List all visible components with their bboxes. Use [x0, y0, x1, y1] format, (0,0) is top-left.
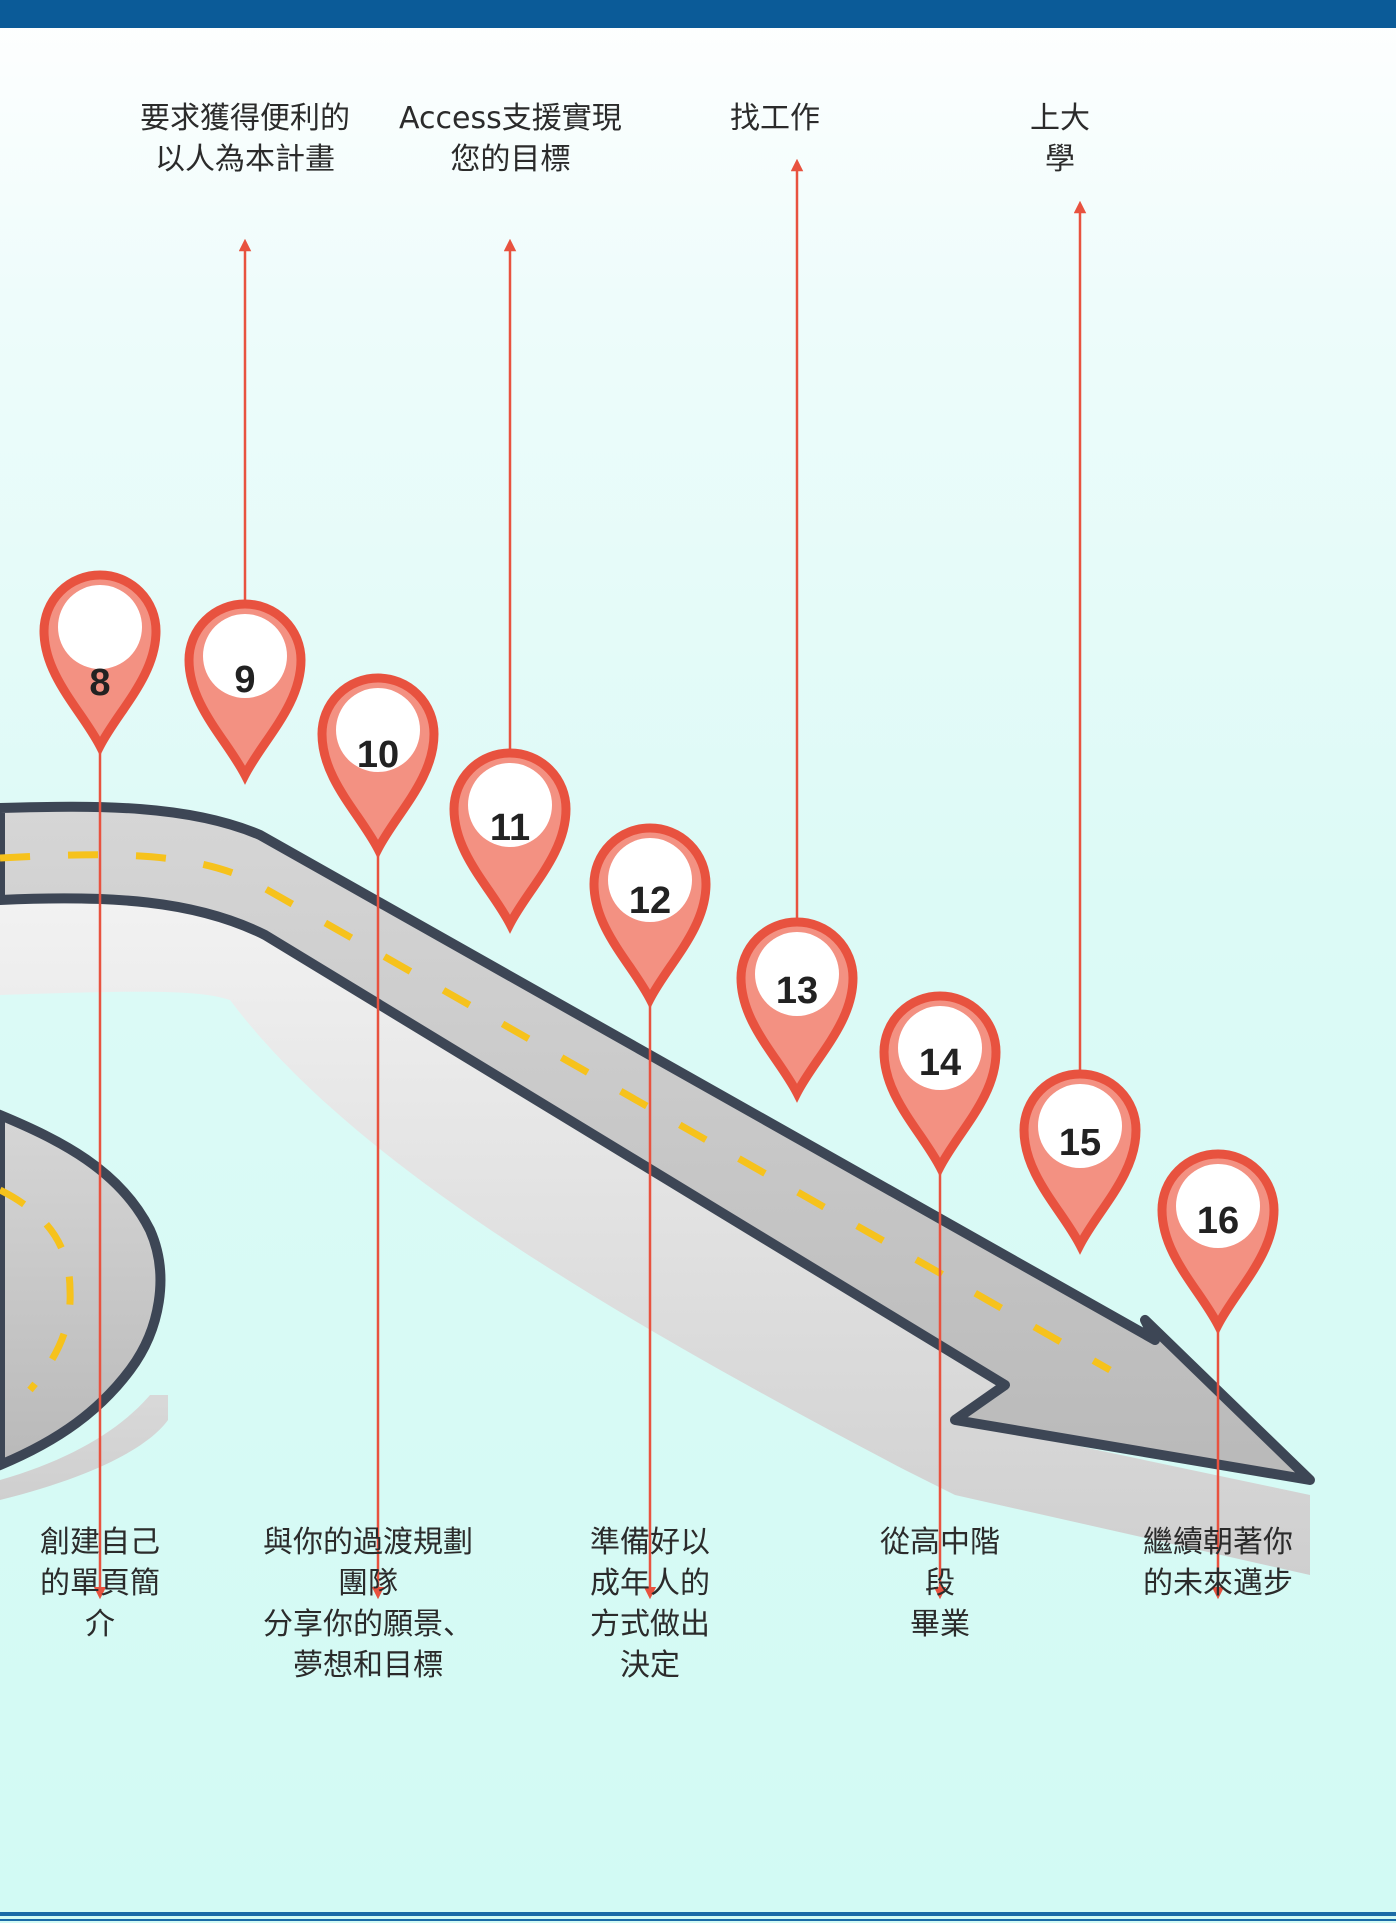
step-number-16: 16: [1197, 1200, 1239, 1242]
step-number-12: 12: [629, 880, 671, 922]
map-pin-12: [589, 823, 711, 1009]
map-pin-15: [1019, 1069, 1141, 1255]
step-label-11: Access支援實現 您的目標: [399, 101, 622, 177]
footer-line: [0, 1919, 1396, 1921]
pin-hole: [203, 614, 287, 698]
map-pins: 8 9 10 11 12 13 14 15 16: [39, 570, 1279, 1335]
step-label-14: 從高中階 段 畢業: [880, 1525, 1000, 1642]
step-number-15: 15: [1059, 1122, 1101, 1164]
map-pin-10: [317, 673, 439, 859]
header-bar: [0, 0, 1396, 28]
step-label-12: 準備好以 成年人的 方式做出 決定: [590, 1525, 710, 1683]
step-label-15: 上大 學: [1030, 101, 1090, 177]
map-pin-9: [184, 599, 306, 785]
map-pin-14: [879, 991, 1001, 1177]
step-label-16: 繼續朝著你 的未來邁步: [1143, 1525, 1293, 1601]
pin-hole: [468, 763, 552, 847]
step-number-13: 13: [776, 970, 818, 1012]
footer-bar: [0, 1912, 1396, 1916]
pin-hole: [755, 932, 839, 1016]
map-pin-16: [1157, 1149, 1279, 1335]
pin-hole: [898, 1006, 982, 1090]
step-number-8: 8: [89, 662, 110, 704]
step-number-10: 10: [357, 734, 399, 776]
map-pin-13: [736, 917, 858, 1103]
map-pin-8: [39, 570, 161, 756]
pin-hole: [608, 838, 692, 922]
step-label-8: 創建自己 的單頁簡 介: [40, 1525, 160, 1642]
road-curve: [0, 1109, 168, 1500]
step-label-10: 與你的過渡規劃 團隊 分享你的願景、 夢想和目標: [263, 1525, 473, 1683]
pin-hole: [58, 585, 142, 669]
pin-hole: [1038, 1084, 1122, 1168]
step-number-9: 9: [234, 659, 255, 701]
step-label-13: 找工作: [730, 101, 820, 136]
step-number-14: 14: [919, 1042, 961, 1084]
step-number-11: 11: [490, 807, 530, 849]
step-label-9: 要求獲得便利的 以人為本計畫: [140, 101, 350, 177]
map-pin-11: [449, 748, 571, 934]
pin-hole: [1176, 1164, 1260, 1248]
pin-hole: [336, 688, 420, 772]
